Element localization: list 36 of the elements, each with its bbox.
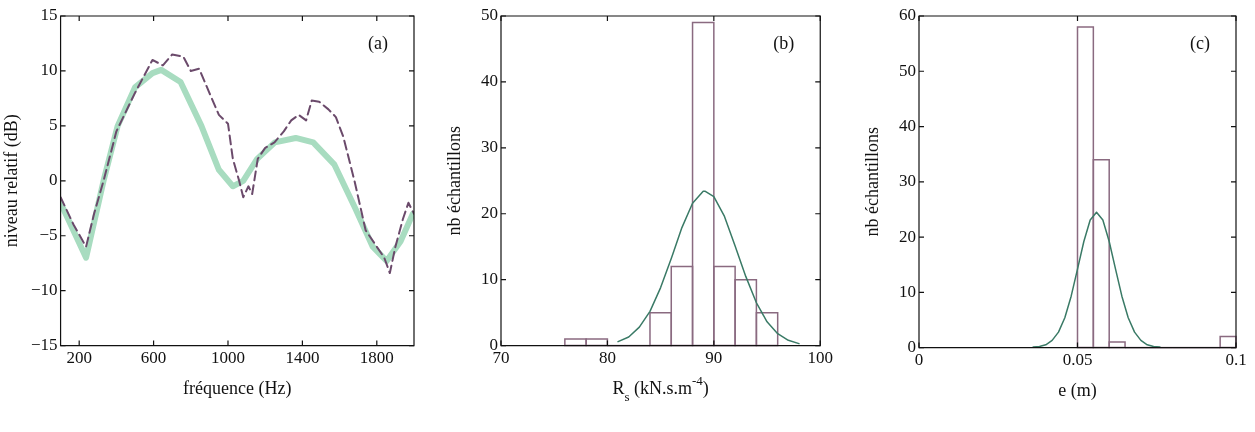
y-tick-label: −5: [39, 225, 58, 245]
y-axis-title: nb échantillons: [443, 126, 464, 236]
y-tick-label: −10: [30, 280, 58, 300]
y-tick-label: 20: [899, 226, 916, 246]
x-tick-label: 90: [705, 348, 723, 368]
x-tick-label: 0.05: [1062, 350, 1093, 370]
y-tick-label: −15: [30, 335, 58, 355]
x-tick-label: 1800: [359, 348, 394, 368]
y-tick-label: 30: [899, 171, 916, 191]
x-tick-label: 200: [66, 348, 92, 368]
y-tick-label: 0: [49, 170, 58, 190]
y-tick-label: 5: [49, 115, 58, 135]
x-tick-label: 1400: [285, 348, 320, 368]
y-tick-label: 10: [899, 281, 916, 301]
annotation: (c): [1190, 32, 1210, 54]
y-tick-label: 40: [481, 71, 498, 91]
x-tick-label: 1000: [210, 348, 245, 368]
x-axis-title: fréquence (Hz): [183, 378, 292, 400]
y-axis-title: nb échantillons: [861, 127, 882, 237]
x-axis-title: e (m): [1058, 380, 1097, 402]
y-axis-title: niveau relatif (dB): [0, 114, 22, 248]
annotation: (a): [368, 32, 388, 54]
y-tick-label: 40: [899, 116, 916, 135]
y-tick-label: 10: [481, 269, 498, 289]
x-tick-label: 0.1: [1225, 350, 1247, 370]
x-tick-label: 80: [598, 348, 616, 368]
annotation: (b): [773, 32, 795, 54]
y-tick-label: 15: [40, 5, 58, 25]
x-tick-label: 600: [140, 348, 167, 368]
y-tick-label: 60: [899, 5, 916, 25]
y-tick-label: 50: [899, 60, 916, 80]
y-tick-label: 30: [481, 137, 498, 157]
y-tick-label: 20: [481, 203, 498, 223]
y-tick-label: 10: [40, 60, 58, 80]
y-tick-label: 50: [481, 5, 498, 25]
x-tick-label: 100: [807, 348, 833, 368]
